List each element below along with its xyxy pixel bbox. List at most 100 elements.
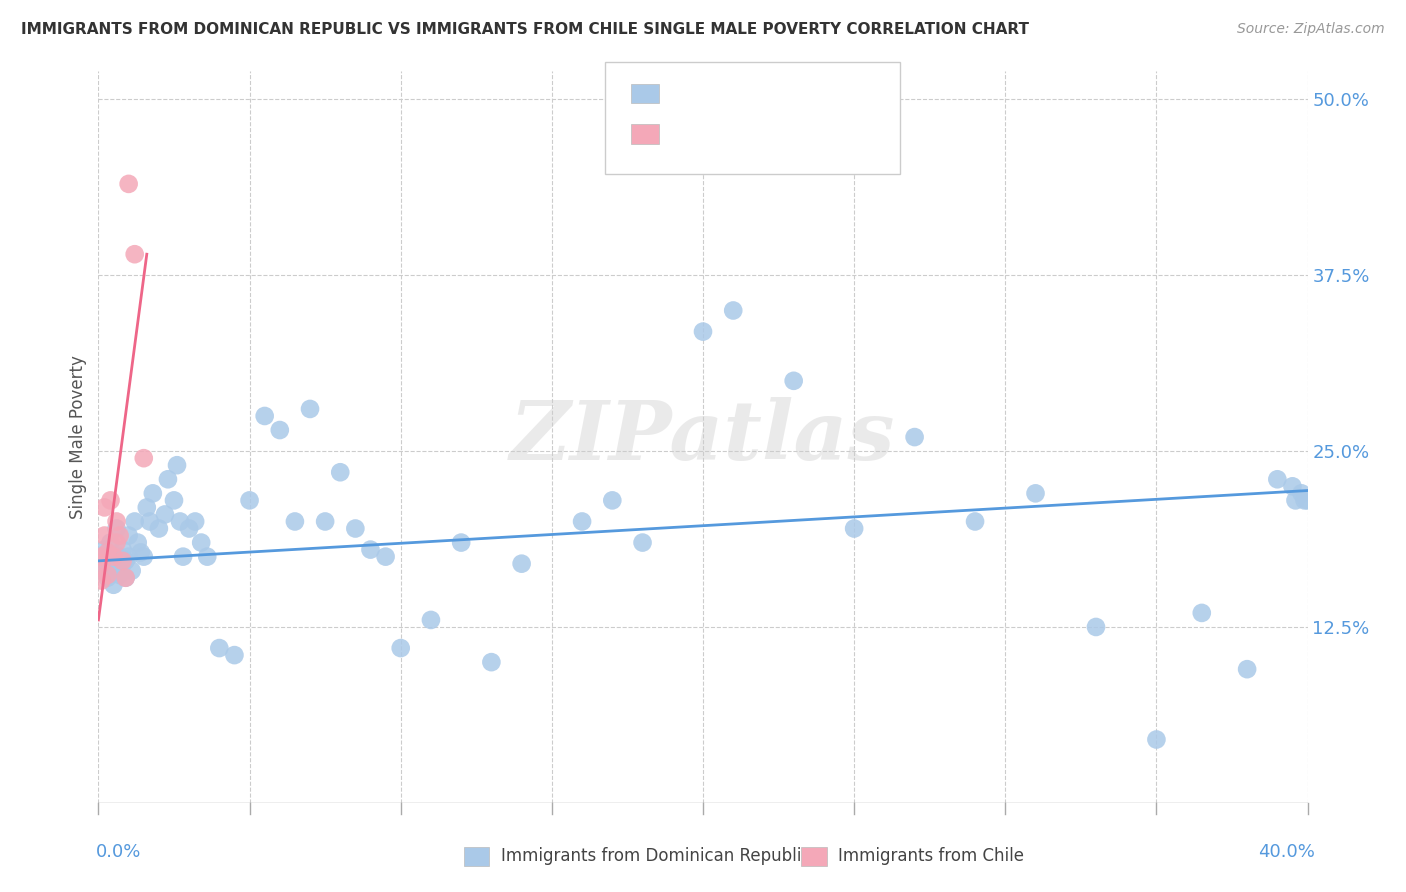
Point <box>1294 493 1316 508</box>
Point <box>344 521 367 535</box>
Text: ZIPatlas: ZIPatlas <box>510 397 896 477</box>
Point <box>139 515 162 529</box>
Point <box>510 557 533 571</box>
Point <box>783 374 806 388</box>
Y-axis label: Single Male Poverty: Single Male Poverty <box>69 355 87 519</box>
Point <box>124 247 146 261</box>
Text: Immigrants from Chile: Immigrants from Chile <box>838 847 1024 865</box>
Point <box>90 574 112 588</box>
Point <box>118 528 141 542</box>
Text: IMMIGRANTS FROM DOMINICAN REPUBLIC VS IMMIGRANTS FROM CHILE SINGLE MALE POVERTY : IMMIGRANTS FROM DOMINICAN REPUBLIC VS IM… <box>21 22 1029 37</box>
Point <box>118 549 141 564</box>
Point <box>96 568 118 582</box>
Text: N =: N = <box>765 125 817 143</box>
Point <box>163 493 186 508</box>
Point <box>481 655 503 669</box>
Point <box>114 571 136 585</box>
Text: 40.0%: 40.0% <box>1258 843 1315 861</box>
Point <box>100 535 122 549</box>
Point <box>269 423 291 437</box>
Point <box>1291 486 1313 500</box>
Text: N =: N = <box>765 85 817 103</box>
Point <box>389 641 412 656</box>
Point <box>93 542 115 557</box>
Point <box>93 528 115 542</box>
Point <box>142 486 165 500</box>
Point <box>253 409 276 423</box>
Point <box>111 554 134 568</box>
Point <box>93 500 115 515</box>
Point <box>121 564 143 578</box>
Point <box>329 465 352 479</box>
Point <box>100 493 122 508</box>
Point <box>132 549 155 564</box>
Point <box>90 549 112 564</box>
Point <box>96 545 118 559</box>
Point <box>108 568 131 582</box>
Point <box>129 545 152 559</box>
Text: 0.465: 0.465 <box>707 125 763 143</box>
Point <box>420 613 443 627</box>
Point <box>103 554 125 568</box>
Point <box>96 557 118 571</box>
Point <box>284 515 307 529</box>
Point <box>602 493 624 508</box>
Point <box>132 451 155 466</box>
Point <box>239 493 262 508</box>
Text: Source: ZipAtlas.com: Source: ZipAtlas.com <box>1237 22 1385 37</box>
Point <box>103 578 125 592</box>
Point <box>631 535 654 549</box>
Point <box>1024 486 1046 500</box>
Point <box>299 401 322 416</box>
Point <box>450 535 472 549</box>
Text: 77: 77 <box>814 85 839 103</box>
Point <box>172 549 194 564</box>
Point <box>156 472 179 486</box>
Point <box>93 564 115 578</box>
Point <box>1191 606 1213 620</box>
Point <box>179 521 201 535</box>
Point <box>127 535 149 549</box>
Point <box>1281 479 1303 493</box>
Point <box>135 500 157 515</box>
Point <box>1236 662 1258 676</box>
Point <box>374 549 396 564</box>
Point <box>114 571 136 585</box>
Point <box>1085 620 1108 634</box>
Point <box>166 458 188 473</box>
Point <box>1144 732 1167 747</box>
Point <box>105 535 128 549</box>
Point <box>105 521 128 535</box>
Point <box>108 528 131 542</box>
Point <box>105 559 128 574</box>
Point <box>314 515 336 529</box>
Point <box>844 521 866 535</box>
Point <box>965 515 987 529</box>
Text: 0.0%: 0.0% <box>96 843 141 861</box>
Point <box>208 641 231 656</box>
Point <box>195 549 218 564</box>
Point <box>111 557 134 571</box>
Point <box>184 515 207 529</box>
Point <box>723 303 745 318</box>
Point <box>114 554 136 568</box>
Point <box>124 515 146 529</box>
Point <box>190 535 212 549</box>
Point <box>153 508 176 522</box>
Point <box>103 564 125 578</box>
Text: Immigrants from Dominican Republic: Immigrants from Dominican Republic <box>501 847 810 865</box>
Point <box>118 177 141 191</box>
Point <box>360 542 382 557</box>
Point <box>692 325 714 339</box>
Point <box>148 521 170 535</box>
Point <box>108 549 131 564</box>
Point <box>1296 493 1319 508</box>
Text: 0.178: 0.178 <box>707 85 765 103</box>
Point <box>571 515 593 529</box>
Text: R =: R = <box>673 85 713 103</box>
Point <box>1284 493 1306 508</box>
Point <box>100 549 122 564</box>
Point <box>103 549 125 564</box>
Point <box>904 430 927 444</box>
Point <box>105 515 128 529</box>
